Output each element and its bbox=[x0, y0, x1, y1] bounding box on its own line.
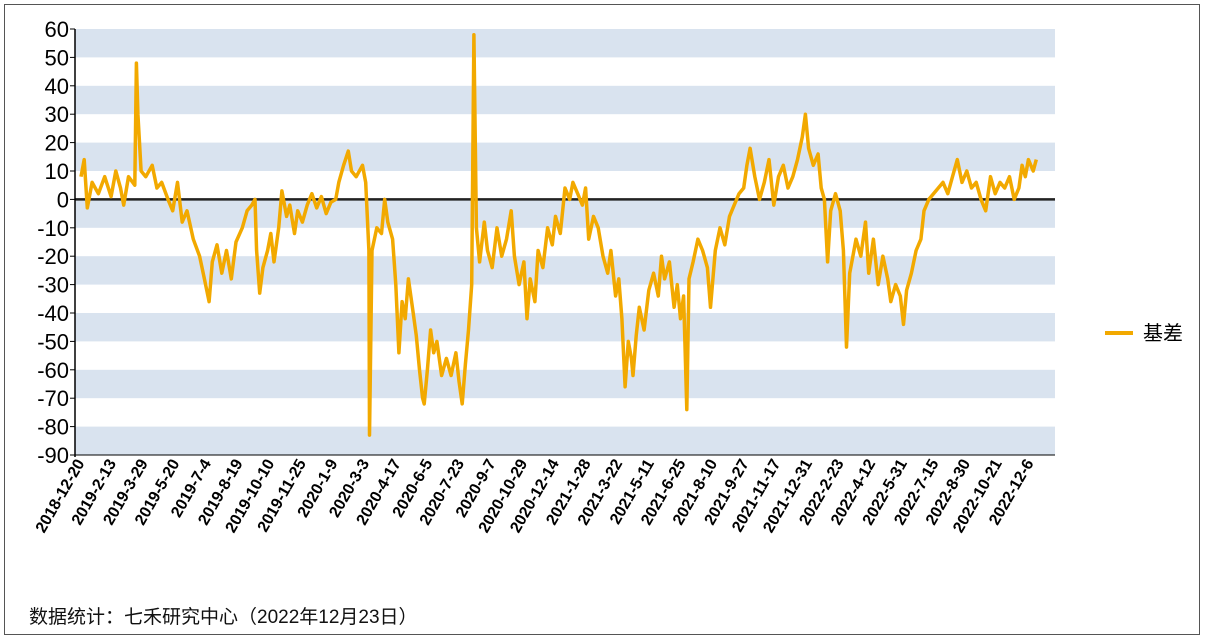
grid-band bbox=[75, 29, 1055, 58]
y-tick-label: -30 bbox=[37, 273, 69, 298]
y-tick-label: -80 bbox=[37, 415, 69, 440]
y-tick-label: 0 bbox=[57, 187, 69, 212]
legend-label-basis: 基差 bbox=[1143, 322, 1183, 345]
y-tick-label: -90 bbox=[37, 443, 69, 468]
chart-frame: 60 50 40 30 20 10 0 -10 -20 -30 -40 -50 -60 -70 -80 -90… bbox=[4, 4, 1200, 635]
y-tick-label: 40 bbox=[45, 74, 69, 99]
basis-line-chart: 60 50 40 30 20 10 0 -10 -20 -30 -40 -50 -60 -70 -80 -90… bbox=[33, 17, 1183, 536]
source-note: 数据统计：七禾研究中心（2022年12月23日） bbox=[29, 607, 418, 628]
grid-band bbox=[75, 85, 1055, 115]
grid-band bbox=[75, 142, 1055, 171]
legend: 基差 bbox=[1105, 322, 1183, 345]
y-tick-label: 20 bbox=[45, 131, 69, 156]
grid-band bbox=[75, 369, 1055, 399]
y-tick-label: -20 bbox=[37, 244, 69, 269]
grid-band bbox=[75, 256, 1055, 285]
grid-band bbox=[75, 313, 1055, 342]
y-tick-label: -50 bbox=[37, 329, 69, 354]
y-tick-label: 30 bbox=[45, 102, 69, 127]
y-tick-label: -40 bbox=[37, 301, 69, 326]
y-tick-label: 50 bbox=[45, 45, 69, 70]
y-axis-tick-labels: 60 50 40 30 20 10 0 -10 -20 -30 -40 -50 -60 -70 -80 -90 bbox=[37, 17, 75, 468]
y-tick-label: 10 bbox=[45, 159, 69, 184]
series-line-basis bbox=[79, 32, 1038, 437]
grid-band bbox=[75, 426, 1055, 455]
y-tick-label: -70 bbox=[37, 386, 69, 411]
series-group bbox=[79, 32, 1038, 437]
x-axis-tick-labels: 2018-12-202019-2-132019-3-292019-5-20201… bbox=[33, 456, 1038, 535]
grid-bands bbox=[75, 29, 1055, 455]
y-tick-label: -10 bbox=[37, 216, 69, 241]
y-tick-label: 60 bbox=[45, 17, 69, 42]
y-tick-label: -60 bbox=[37, 358, 69, 383]
